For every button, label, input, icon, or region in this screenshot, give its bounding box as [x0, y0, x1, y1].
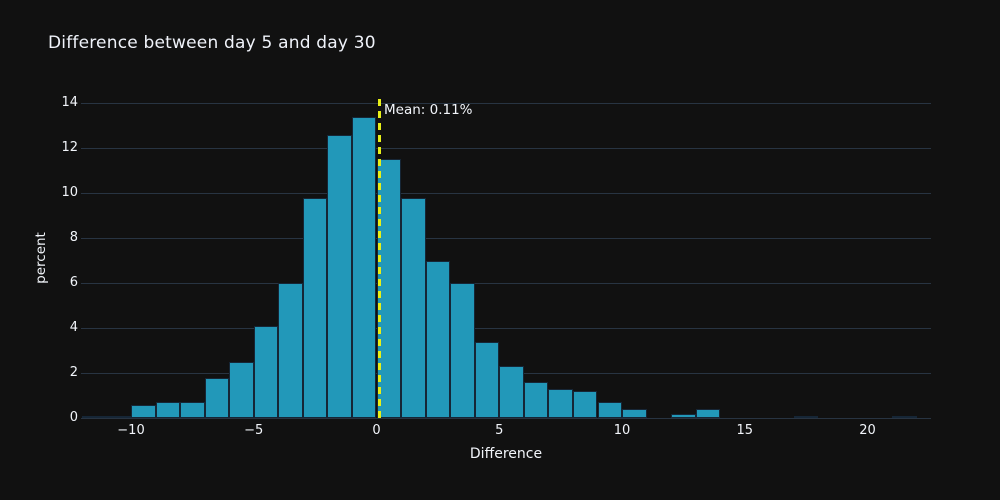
histogram-bar	[180, 402, 205, 418]
x-tick-label: −10	[117, 423, 145, 438]
histogram-bar	[425, 260, 451, 418]
grid-line	[81, 103, 931, 104]
histogram-bar	[278, 283, 303, 418]
histogram-bar	[671, 413, 696, 418]
x-tick-label: −5	[244, 423, 264, 438]
x-tick-label: 20	[859, 423, 876, 438]
y-tick-label: 0	[69, 410, 78, 425]
histogram-bar	[253, 325, 279, 418]
y-tick-label: 14	[61, 95, 78, 110]
y-tick-label: 6	[69, 275, 78, 290]
grid-line	[81, 148, 931, 149]
x-tick-label: 15	[736, 423, 754, 438]
histogram-bar	[450, 283, 475, 418]
grid-line	[81, 193, 931, 194]
histogram-bar	[499, 366, 524, 418]
histogram-bar	[106, 415, 131, 419]
grid-line	[81, 238, 931, 239]
grid-line	[81, 418, 931, 419]
x-tick-label: 5	[495, 423, 504, 438]
mean-annotation: Mean: 0.11%	[384, 102, 473, 118]
y-axis-title: percent	[33, 232, 49, 284]
histogram-bar	[793, 415, 819, 419]
histogram-bar	[204, 377, 230, 418]
histogram-bar	[622, 409, 647, 418]
histogram-bar	[131, 404, 156, 418]
histogram-bar	[302, 197, 328, 418]
chart-title: Difference between day 5 and day 30	[48, 33, 376, 53]
grid-line	[81, 283, 931, 284]
histogram-bar	[523, 382, 549, 418]
x-tick-label: 10	[613, 423, 631, 438]
y-tick-label: 4	[69, 320, 78, 335]
histogram-bar	[401, 197, 426, 418]
y-tick-label: 2	[69, 365, 78, 380]
histogram-bar	[597, 402, 622, 418]
histogram-bar	[892, 415, 917, 419]
histogram-bar	[695, 409, 721, 418]
histogram-bar	[351, 116, 377, 418]
histogram-bar	[229, 361, 254, 419]
y-tick-label: 8	[69, 230, 78, 245]
y-tick-label: 10	[61, 185, 78, 200]
mean-line	[377, 99, 381, 418]
histogram-bar	[327, 134, 352, 418]
x-tick-label: 0	[372, 423, 381, 438]
histogram-bar	[572, 391, 598, 418]
histogram-bar	[81, 415, 107, 419]
x-axis-title: Difference	[469, 446, 543, 462]
histogram-bar	[155, 402, 181, 418]
y-tick-label: 12	[61, 140, 78, 155]
grid-line	[81, 328, 931, 329]
histogram-bar	[548, 388, 573, 419]
histogram-bar	[474, 341, 500, 418]
